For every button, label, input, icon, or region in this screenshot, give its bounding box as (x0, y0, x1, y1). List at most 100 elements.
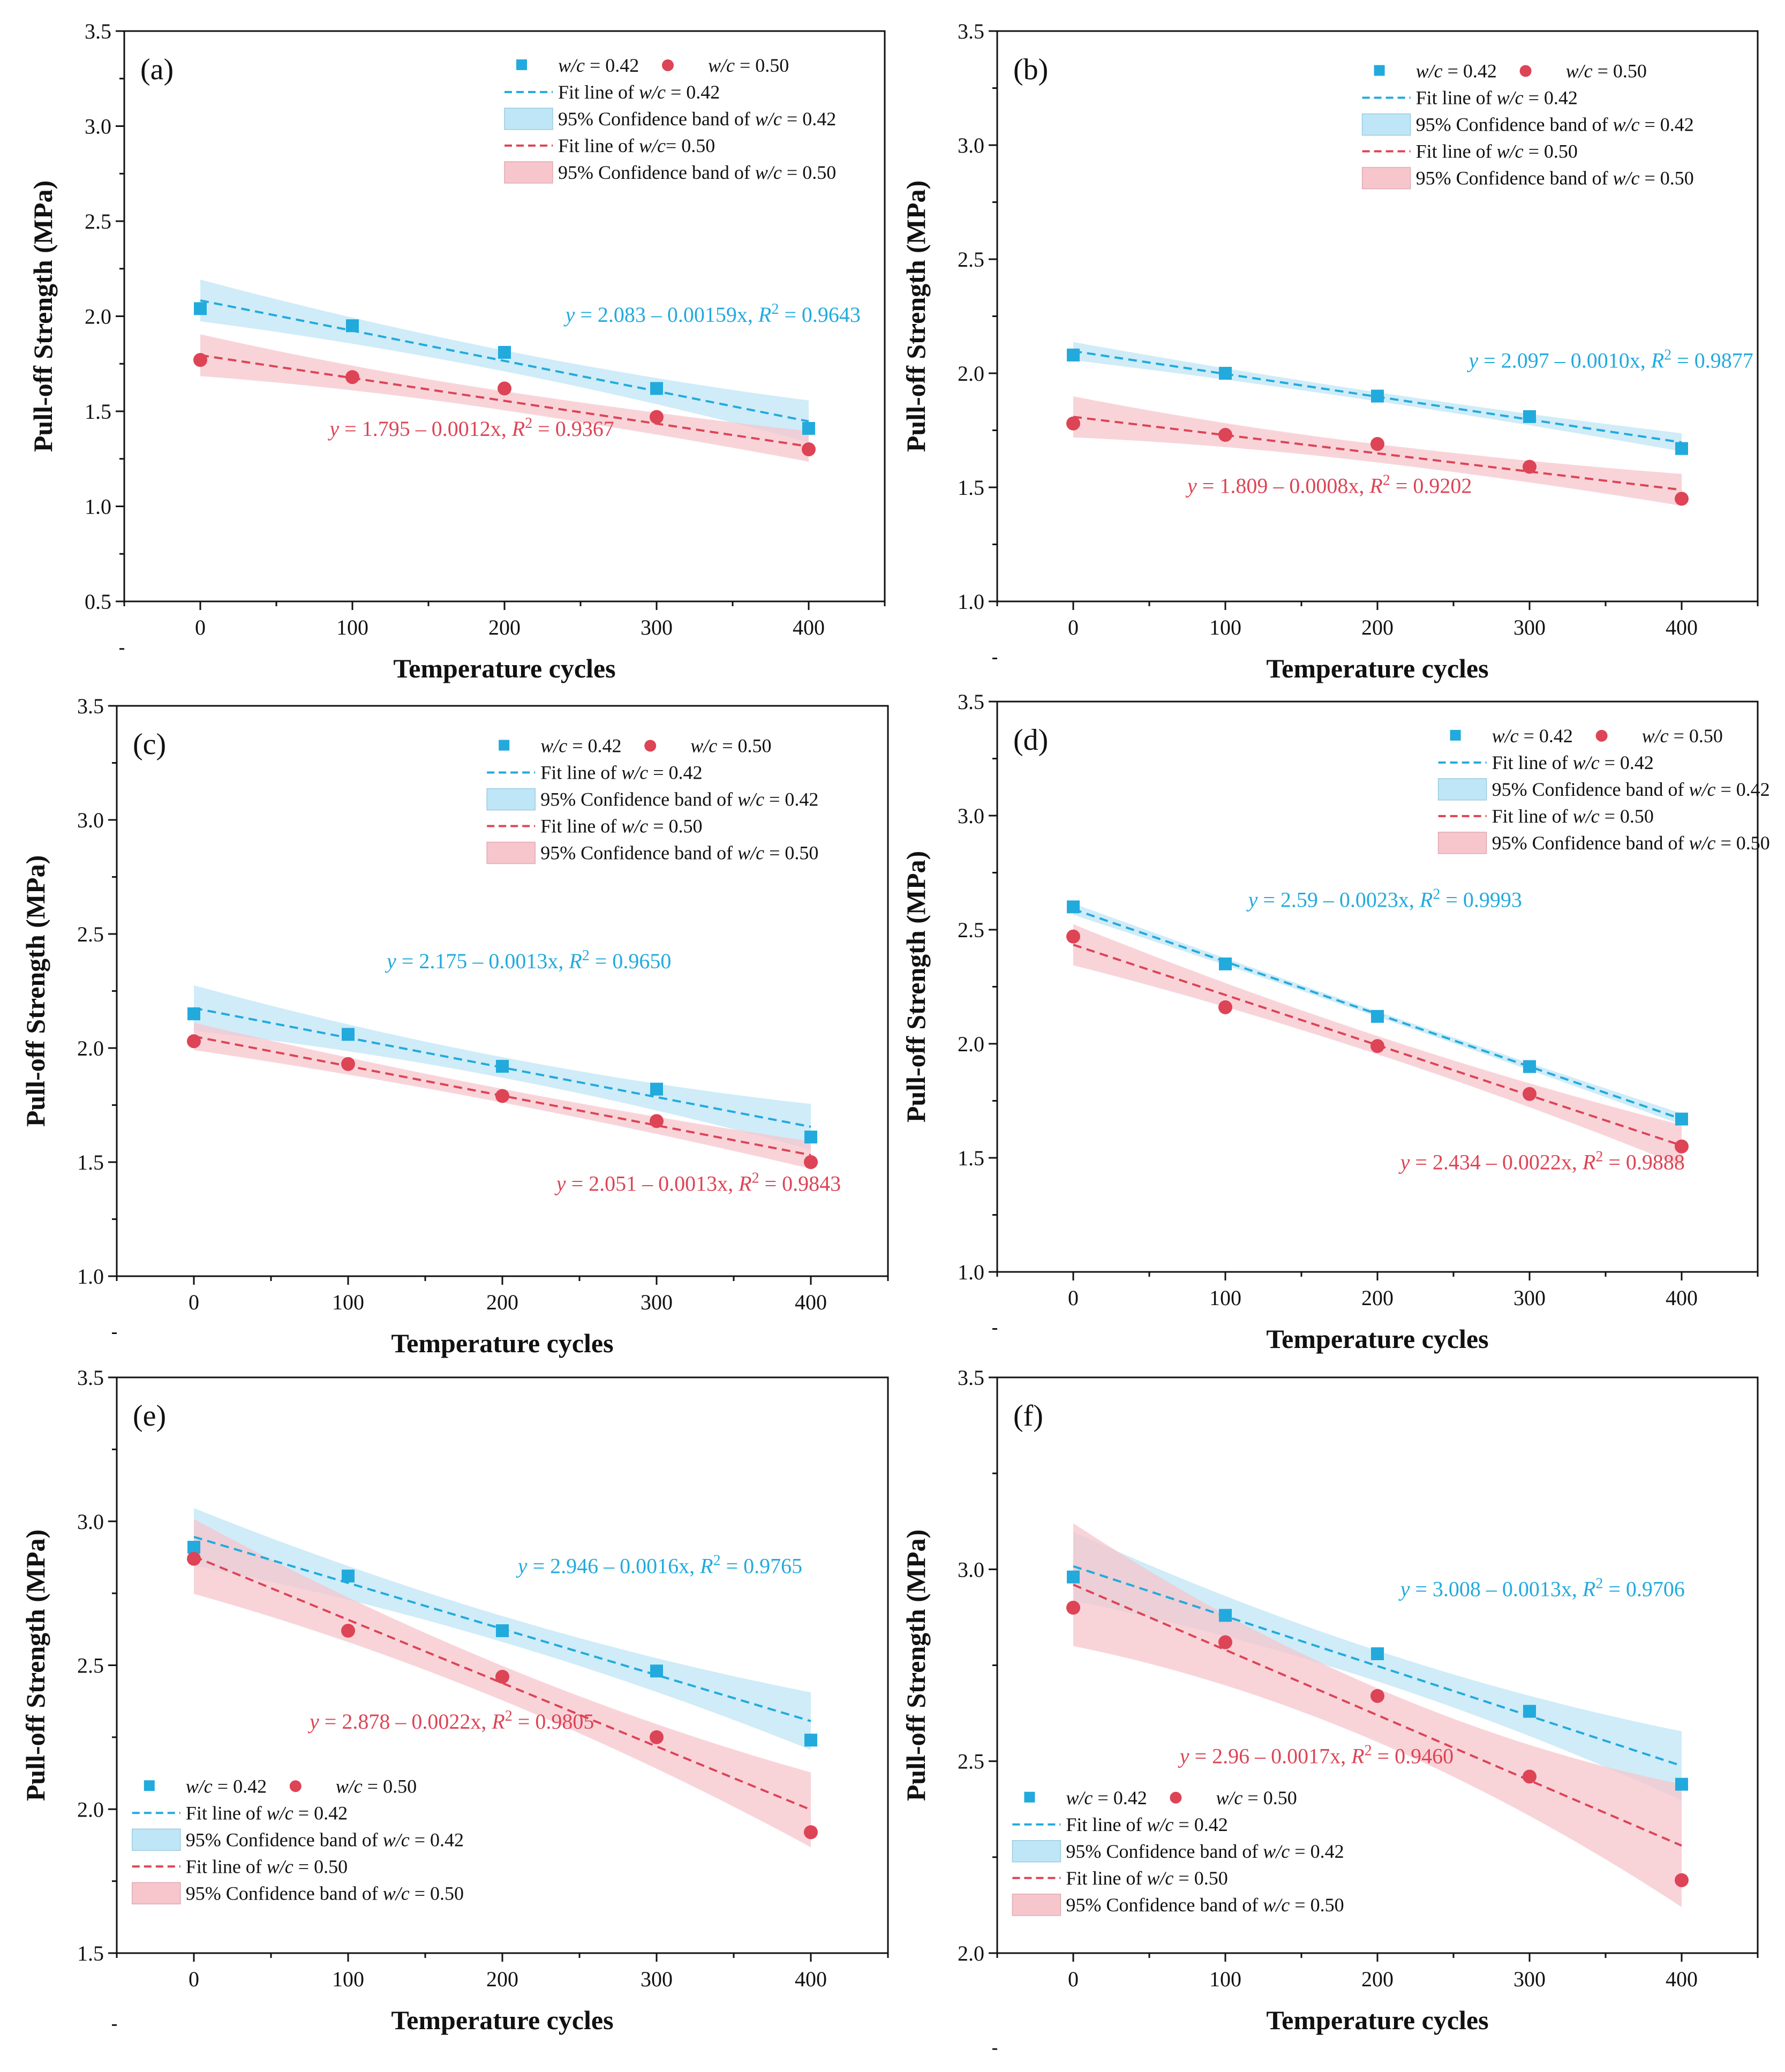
legend-marker-050 (1519, 65, 1532, 77)
data-point-042 (187, 1541, 200, 1554)
data-point-050 (187, 1034, 201, 1049)
legend-label-050: w/c = 0.50 (336, 1775, 417, 1797)
x-tick-label: 200 (488, 615, 521, 639)
data-point-050 (345, 370, 359, 385)
confidence-band-050 (200, 334, 809, 462)
y-tick-label: 2.5 (85, 209, 111, 233)
y-tick-label: 3.5 (958, 19, 984, 43)
data-point-050 (341, 1057, 355, 1071)
data-point-042 (1219, 367, 1232, 380)
fit-equation-042: y = 2.097 – 0.0010x, R2 = 0.9877 (1466, 346, 1753, 373)
y-tick-label: 2.0 (77, 1036, 104, 1060)
y-axis-label: Pull-off Strength (MPa) (20, 1529, 50, 1801)
data-point-050 (1523, 1769, 1537, 1784)
legend-marker-042 (1450, 729, 1461, 741)
x-tick-label: 400 (1666, 1967, 1698, 1991)
y-axis-label: Pull-off Strength (MPa) (28, 180, 58, 452)
fit-equation-050: y = 1.809 – 0.0008x, R2 = 0.9202 (1185, 472, 1472, 498)
x-tick-label: 0 (189, 1967, 199, 1991)
x-tick-label: 100 (332, 1967, 364, 1991)
legend-marker-050 (662, 59, 674, 71)
legend: w/c = 0.42 w/c = 0.50 Fit line of w/c = 0.… (1437, 725, 1770, 854)
data-point-050 (1370, 1689, 1384, 1703)
y-axis-label: Pull-off Strength (MPa) (901, 1529, 931, 1801)
y-tick-label: 1.5 (77, 1150, 104, 1174)
data-point-050 (802, 442, 816, 456)
data-point-042 (1523, 1705, 1536, 1718)
legend-band-label-050: 95% Confidence band of w/c = 0.50 (1492, 832, 1770, 854)
legend-band-050 (1361, 167, 1411, 190)
x-tick-label: 0 (1068, 615, 1079, 639)
data-point-042 (498, 345, 511, 359)
data-point-050 (1218, 1000, 1232, 1014)
y-tick-label: 3.0 (958, 1557, 984, 1581)
y-tick-label: 3.0 (958, 804, 984, 828)
x-tick-label: 100 (1209, 1967, 1241, 1991)
x-tick-label: 400 (795, 1290, 827, 1314)
x-tick-label: 0 (1068, 1286, 1079, 1310)
legend-fit-label-042: Fit line of w/c = 0.42 (540, 762, 702, 783)
legend-fit-label-050: Fit line of w/c = 0.50 (1492, 805, 1654, 827)
data-point-042 (1067, 900, 1080, 914)
y-tick-label: 2.0 (958, 1941, 984, 1965)
y-tick-label: 3.0 (77, 808, 104, 832)
legend-band-label-050: 95% Confidence band of w/c = 0.50 (558, 162, 836, 183)
y-tick-label: 2.5 (77, 1654, 104, 1678)
y-tick-label: 3.0 (77, 1510, 104, 1534)
legend-fit-label-042: Fit line of w/c = 0.42 (186, 1802, 348, 1824)
y-tick-label: 1.0 (958, 1260, 984, 1284)
chart-panel-c: 0 100 200 300 400 1.0 1.5 2.0 2.5 3.0 3.5 Temperatu… (20, 694, 889, 1358)
fit-equation-050: y = 1.795 – 0.0012x, R2 = 0.9367 (327, 415, 614, 441)
chart-panel-d: 0 100 200 300 400 1.0 1.5 2.0 2.5 3.0 3.5 Temperatu… (901, 690, 1770, 1354)
data-point-050 (1218, 1635, 1232, 1649)
fit-equation-042: y = 2.946 – 0.0016x, R2 = 0.9765 (516, 1552, 802, 1578)
data-point-042 (802, 421, 815, 435)
data-point-042 (187, 1007, 200, 1021)
data-point-042 (342, 1569, 355, 1583)
y-axis-label: Pull-off Strength (MPa) (20, 855, 50, 1127)
data-point-050 (1066, 929, 1080, 944)
legend-label-042: w/c = 0.42 (558, 55, 639, 76)
data-point-050 (650, 1114, 664, 1128)
x-tick-label: 200 (486, 1967, 518, 1991)
legend-band-050 (1012, 1894, 1061, 1916)
fit-equation-042: y = 2.083 – 0.00159x, R2 = 0.9643 (563, 301, 861, 327)
legend-fit-label-050: Fit line of w/c = 0.50 (540, 816, 702, 837)
fit-line-042 (1073, 1565, 1682, 1767)
legend-marker-042 (144, 1780, 155, 1791)
data-point-050 (1066, 416, 1080, 431)
data-point-050 (804, 1825, 818, 1840)
y-axis-label: Pull-off Strength (MPa) (901, 180, 931, 452)
x-tick-label: 0 (1068, 1967, 1079, 1991)
legend-fit-label-042: Fit line of w/c = 0.42 (558, 81, 720, 103)
data-point-042 (650, 1082, 663, 1096)
legend-fit-label-042: Fit line of w/c = 0.42 (1416, 87, 1578, 109)
legend-band-label-042: 95% Confidence band of w/c = 0.42 (1066, 1841, 1344, 1862)
legend-marker-042 (1024, 1791, 1035, 1803)
x-tick-label: 300 (641, 1290, 673, 1314)
legend-band-050 (486, 841, 536, 864)
panel-label: (c) (133, 728, 166, 761)
y-tick-label: 3.5 (958, 1366, 984, 1390)
data-point-050 (193, 353, 207, 367)
x-axis-label: Temperature cycles (1266, 1324, 1488, 1354)
y-tick-label: 3.0 (85, 115, 111, 139)
legend-band-label-042: 95% Confidence band of w/c = 0.42 (540, 789, 818, 810)
data-point-050 (1066, 1601, 1080, 1615)
legend: w/c = 0.42 w/c = 0.50 Fit line of w/c = 0.… (504, 55, 836, 184)
legend-fit-label-050: Fit line of w/c = 0.50 (1066, 1867, 1227, 1889)
y-axis-label: Pull-off Strength (MPa) (901, 851, 931, 1122)
legend-fit-label-050: Fit line of w/c = 0.50 (186, 1856, 348, 1877)
y-tick-label: 0.5 (85, 590, 111, 614)
y-tick-label: 3.5 (958, 690, 984, 714)
data-point-042 (1523, 410, 1536, 423)
legend-fit-label-050: Fit line of w/c= 0.50 (558, 135, 715, 156)
fit-equation-042: y = 2.59 – 0.0023x, R2 = 0.9993 (1246, 886, 1522, 912)
x-tick-label: 200 (1361, 1967, 1394, 1991)
data-point-050 (495, 1089, 509, 1103)
y-tick-label: 2.0 (77, 1797, 104, 1821)
y-tick-label: 1.5 (85, 400, 111, 424)
legend: w/c = 0.42 w/c = 0.50 Fit line of w/c = 0.… (486, 735, 818, 864)
fit-equation-050: y = 2.434 – 0.0022x, R2 = 0.9888 (1398, 1148, 1685, 1174)
legend-band-label-050: 95% Confidence band of w/c = 0.50 (186, 1882, 464, 1904)
